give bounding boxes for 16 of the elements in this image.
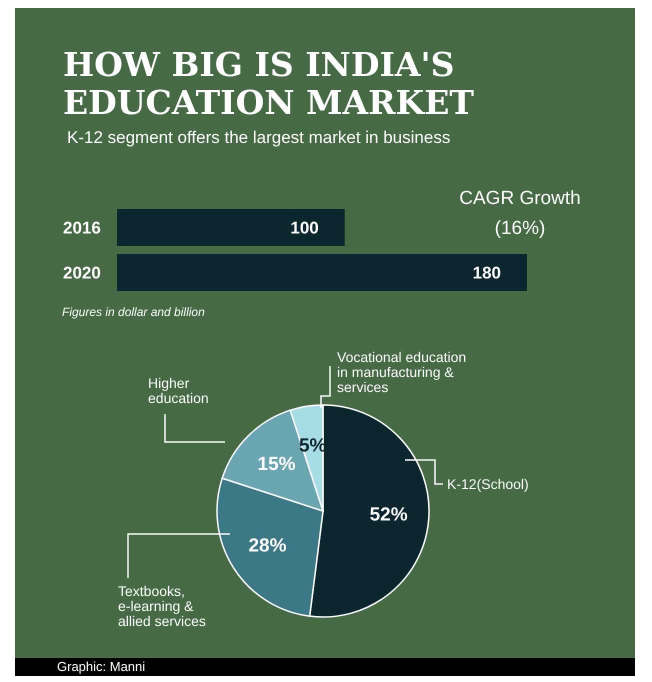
data-label: 52% (370, 504, 408, 526)
slice-label: K-12(School) (447, 476, 529, 492)
slice-label: Higher education (148, 375, 209, 406)
data-label: 15% (258, 454, 296, 476)
y-tick-label: 2020 (63, 264, 101, 282)
data-label: 28% (248, 536, 287, 557)
text: Graphic: Manni (57, 659, 146, 674)
slice-label: Textbooks, e-learning & allied services (118, 583, 206, 629)
text: Figures in dollar and billion (62, 305, 205, 319)
annotation: CAGR Growth (16%) (458, 187, 582, 241)
chart-title: HOW BIG IS INDIA'S EDUCATION MARKET (63, 45, 475, 122)
data-label: 180 (472, 264, 501, 283)
data-label: 100 (290, 218, 319, 238)
y-tick-label: 2016 (63, 218, 101, 238)
chart-subtitle: K-12 segment offers the largest market in business (67, 128, 450, 148)
slice-label: Vocational education in manufacturing & services (337, 349, 466, 395)
